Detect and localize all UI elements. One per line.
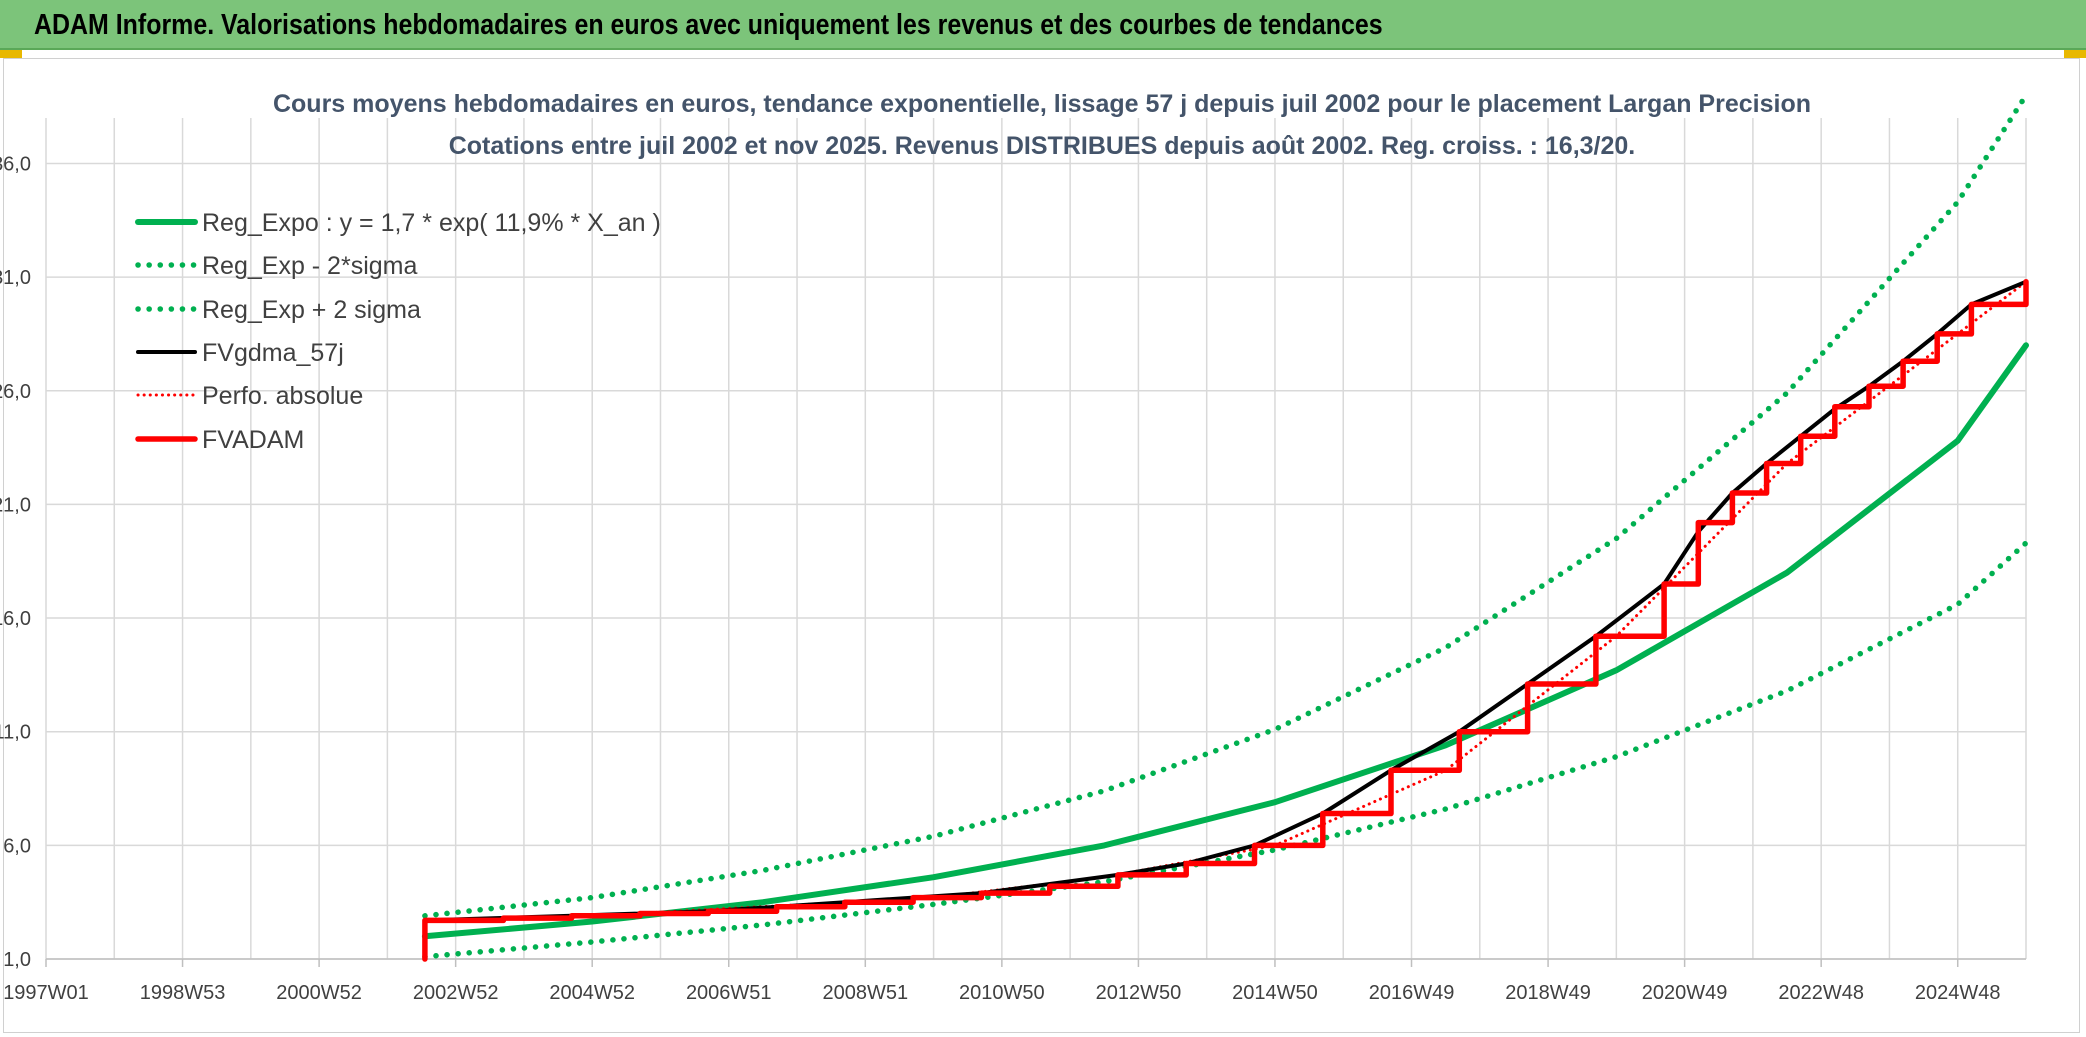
legend: Reg_Expo : y = 1,7 * exp( 11,9% * X_an )…: [135, 209, 661, 454]
x-tick-label: 1998W53: [140, 982, 226, 1004]
y-tick-label: 21,0: [0, 494, 31, 516]
chart-frame: [3, 58, 2080, 1033]
x-tick-label: 2014W50: [1232, 982, 1318, 1004]
plot-area: [421, 92, 2029, 962]
x-tick-label: 2010W50: [959, 982, 1045, 1004]
y-tick-label: 11,0: [0, 722, 31, 744]
chart-title: Cours moyens hebdomadaires en euros, ten…: [273, 90, 1811, 118]
x-tick-label: 2024W48: [1915, 982, 2001, 1004]
legend-label: FVgdma_57j: [202, 339, 344, 367]
y-tick-label: 31,0: [0, 267, 31, 289]
legend-label: Reg_Exp + 2 sigma: [202, 296, 421, 324]
x-tick-label: 2006W51: [686, 982, 772, 1004]
x-tick-label: 2004W52: [549, 982, 635, 1004]
legend-label: Reg_Exp - 2*sigma: [202, 252, 417, 280]
x-tick-label: 2016W49: [1369, 982, 1455, 1004]
x-tick-label: 1997W01: [3, 982, 89, 1004]
report-banner: ADAM Informe. Valorisations hebdomadaire…: [0, 0, 2086, 50]
report-title: ADAM Informe. Valorisations hebdomadaire…: [34, 9, 1383, 41]
x-tick-label: 2008W51: [822, 982, 908, 1004]
y-tick-label: 16,0: [0, 608, 31, 630]
x-tick-label: 2020W49: [1642, 982, 1728, 1004]
corner-marker-left: [0, 50, 22, 58]
y-tick-label: 26,0: [0, 381, 31, 403]
y-tick-label: 1,0: [3, 949, 31, 971]
corner-marker-right: [2064, 50, 2086, 58]
reg-exp-plus-line: [422, 92, 2029, 919]
x-tick-label: 2002W52: [413, 982, 499, 1004]
x-tick-label: 2000W52: [276, 982, 362, 1004]
x-tick-label: 2022W48: [1778, 982, 1864, 1004]
x-tick-label: 2018W49: [1505, 982, 1591, 1004]
gridlines: [45, 118, 2027, 960]
fvgdma-line: [422, 279, 2028, 923]
reg-expo-line: [421, 342, 2029, 940]
legend-label: FVADAM: [202, 426, 304, 454]
y-tick-label: 6,0: [3, 835, 31, 857]
reg-exp-minus-line: [422, 540, 2029, 960]
chart-subtitle: Cotations entre juil 2002 et nov 2025. R…: [449, 132, 1636, 160]
perfo-absolue-line: [423, 280, 2028, 922]
fvadam-line: [422, 278, 2029, 962]
x-tick-label: 2012W50: [1096, 982, 1182, 1004]
axes: 1,0 6,0 11,0 16,0 21,0 26,0 31,0 36,0 1997W01 199…: [0, 153, 2026, 1004]
y-tick-label: 36,0: [0, 153, 31, 175]
legend-label: Perfo. absolue: [202, 382, 363, 410]
legend-label: Reg_Expo : y = 1,7 * exp( 11,9% * X_an ): [202, 209, 661, 237]
